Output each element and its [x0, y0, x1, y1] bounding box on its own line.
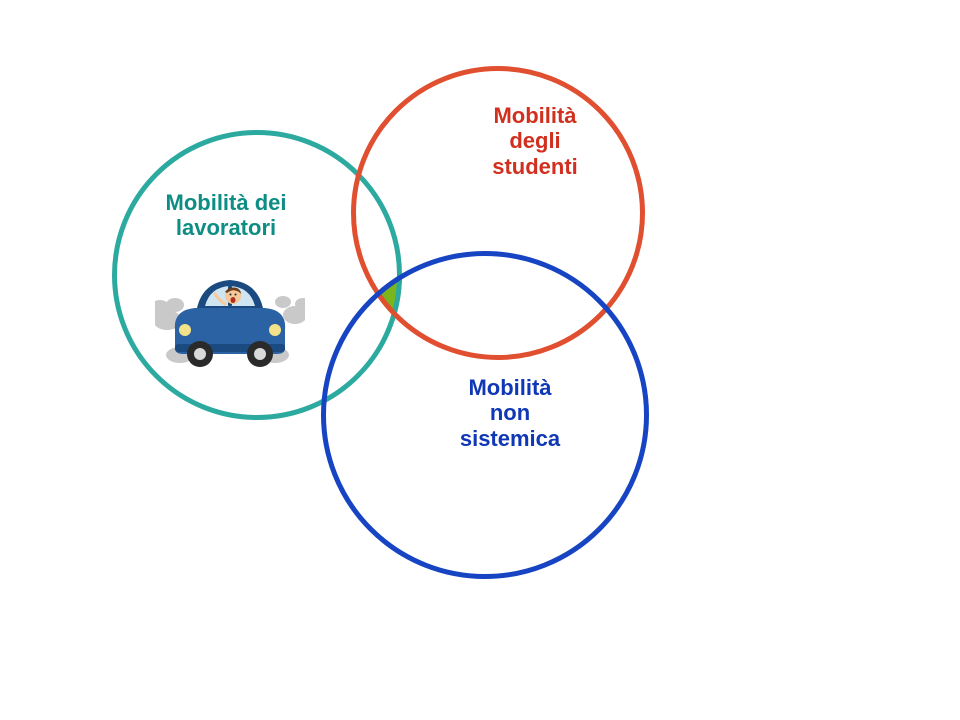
label-students: Mobilità degli studenti — [445, 103, 625, 179]
car-icon — [155, 260, 305, 370]
label-workers: Mobilità dei lavoratori — [126, 190, 326, 241]
venn-diagram: Mobilità dei lavoratori Mobilità degli s… — [0, 0, 960, 720]
label-nonsystemic: Mobilità non sistemica — [410, 375, 610, 451]
